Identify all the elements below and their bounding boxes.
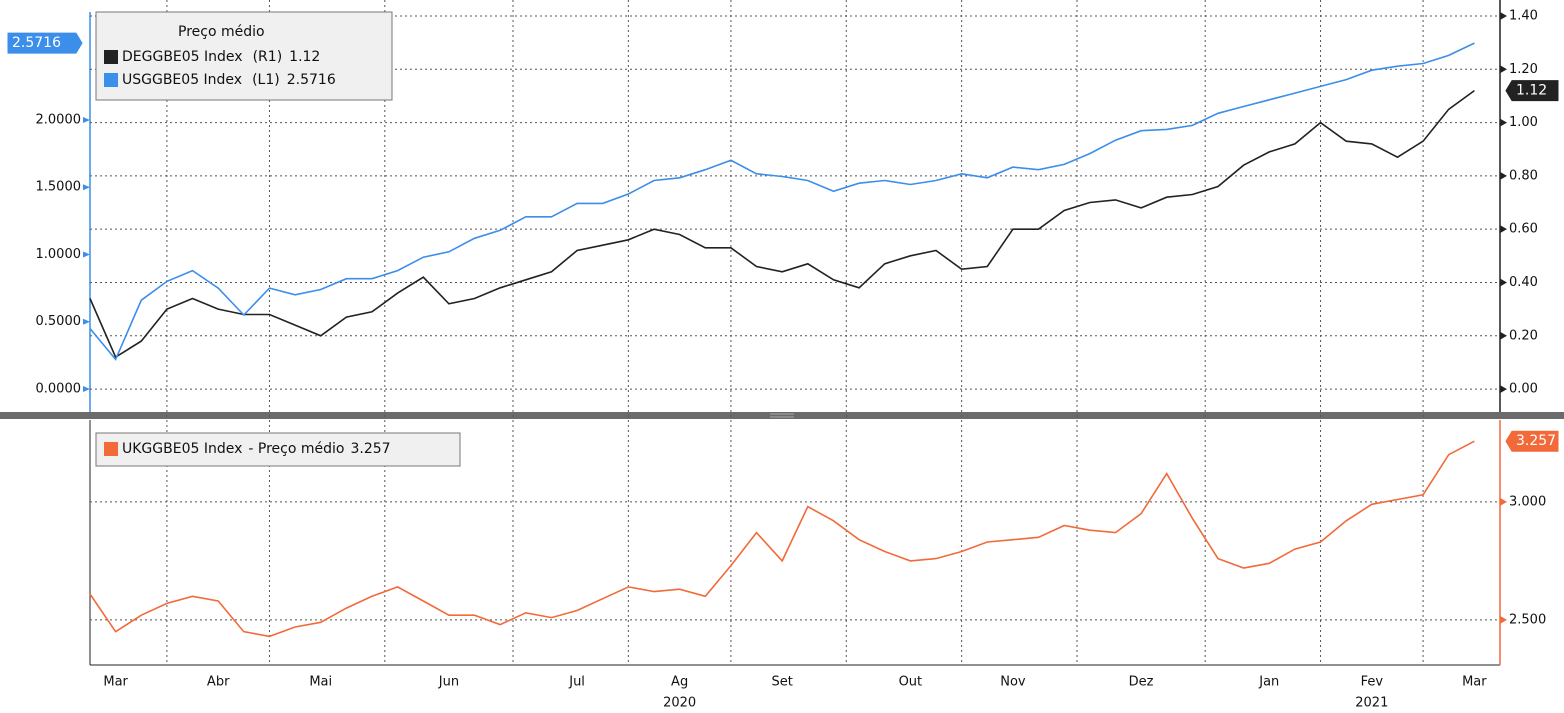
y-tick-mark [83, 184, 90, 191]
y2-tick-mark [1500, 615, 1507, 624]
x-tick-label: Fev [1361, 675, 1384, 690]
legend-name: UKGGBE05 Index [122, 441, 242, 457]
y2-tick-mark [1500, 65, 1507, 74]
last-value-flag [7, 32, 83, 54]
y2-tick-mark [1500, 118, 1507, 127]
legend-box [95, 432, 461, 467]
series-line [89, 440, 1475, 638]
legend-entry: USGGBE05 Index (L1) 2.5716 [122, 72, 336, 88]
last-value-flag [1505, 80, 1559, 102]
y2-tick-mark [1500, 225, 1507, 234]
x-year-label: 2020 [663, 696, 696, 711]
y2-tick-mark [1500, 171, 1507, 180]
legend-box [95, 11, 393, 101]
y2-tick-label: 1.00 [1509, 115, 1538, 130]
y2-tick-label: 0.20 [1509, 328, 1538, 343]
x-tick-label: Mai [309, 675, 332, 690]
last-value-label: 2.5716 [12, 35, 61, 51]
legend-axis-tag: (R1) [253, 49, 283, 65]
y-tick-label: 1.0000 [36, 247, 82, 262]
series-line [89, 42, 1475, 361]
x-tick-label: Dez [1129, 675, 1154, 690]
y2-tick-label: 1.20 [1509, 62, 1538, 77]
y2-tick-label: 0.00 [1509, 382, 1538, 397]
x-tick-label: Jan [1258, 675, 1279, 690]
legend-last-value: 3.257 [350, 441, 390, 457]
y-tick-mark [83, 385, 90, 392]
y2-tick-label: 0.80 [1509, 168, 1538, 183]
last-value-flag [1505, 430, 1559, 452]
legend-last-value: 1.12 [289, 49, 320, 65]
y2-tick-mark [1500, 497, 1507, 506]
legend-entry: DEGGBE05 Index (R1) 1.12 [122, 49, 320, 65]
legend-suffix: - Preço médio [248, 441, 344, 457]
x-tick-label: Mar [103, 675, 128, 690]
y-tick-label: 0.0000 [36, 381, 82, 396]
legend-name: USGGBE05 Index [122, 72, 242, 88]
x-tick-label: Mar [1462, 675, 1487, 690]
y2-tick-mark [1500, 11, 1507, 20]
legend-last-value: 2.5716 [287, 72, 336, 88]
x-tick-label: Ag [671, 675, 688, 690]
y2-tick-mark [1500, 385, 1507, 394]
panel-separator [0, 412, 1564, 419]
legend-swatch [104, 73, 118, 87]
y-tick-label: 0.5000 [36, 314, 82, 329]
y2-tick-label: 0.40 [1509, 275, 1538, 290]
x-tick-label: Jun [438, 675, 459, 690]
legend-axis-tag: (L1) [252, 72, 280, 88]
x-tick-label: Out [899, 675, 923, 690]
y-tick-label: 2.0000 [36, 112, 82, 127]
series-line [89, 89, 1475, 359]
legend-name: DEGGBE05 Index [122, 49, 243, 65]
x-tick-label: Jul [568, 675, 585, 690]
legend-entry: UKGGBE05 Index - Preço médio 3.257 [122, 441, 391, 457]
last-value-label: 3.257 [1516, 433, 1556, 449]
y2-tick-label: 3.000 [1509, 494, 1546, 509]
y-tick-mark [83, 251, 90, 258]
x-tick-label: Set [772, 675, 793, 690]
x-year-label: 2021 [1355, 696, 1388, 711]
legend-swatch [104, 50, 118, 64]
legend-title: Preço médio [178, 24, 265, 40]
y2-tick-label: 1.40 [1509, 8, 1538, 23]
y-tick-label: 1.5000 [36, 180, 82, 195]
y2-tick-mark [1500, 278, 1507, 287]
legend-swatch [104, 442, 118, 456]
x-tick-label: Abr [207, 675, 230, 690]
y2-tick-mark [1500, 331, 1507, 340]
y2-tick-label: 0.60 [1509, 222, 1538, 237]
y-tick-mark [83, 116, 90, 123]
last-value-label: 1.12 [1516, 83, 1547, 99]
x-tick-label: Nov [1000, 675, 1026, 690]
y-tick-mark [83, 318, 90, 325]
y2-tick-label: 2.500 [1509, 612, 1546, 627]
